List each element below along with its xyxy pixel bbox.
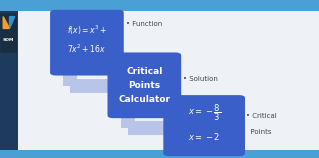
- Bar: [0, 0, 319, 11]
- Text: Calculator: Calculator: [118, 95, 170, 104]
- Text: Critical: Critical: [126, 67, 163, 76]
- Bar: [0, 11, 18, 150]
- Text: Points: Points: [128, 81, 160, 90]
- Polygon shape: [3, 17, 10, 28]
- FancyBboxPatch shape: [108, 52, 181, 118]
- Text: Points: Points: [246, 129, 271, 135]
- FancyBboxPatch shape: [50, 10, 124, 76]
- Text: $x = -\dfrac{8}{3}$: $x = -\dfrac{8}{3}$: [188, 103, 221, 123]
- Polygon shape: [10, 17, 15, 28]
- FancyBboxPatch shape: [0, 13, 17, 53]
- Text: $\mathit{f(x)=x^3 +}$: $\mathit{f(x)=x^3 +}$: [67, 23, 107, 37]
- Text: $x = -2$: $x = -2$: [188, 131, 220, 142]
- Text: $\mathit{7x^2 + 16x}$: $\mathit{7x^2 + 16x}$: [67, 43, 107, 55]
- Text: • Solution: • Solution: [183, 76, 218, 82]
- Bar: [0, 150, 319, 158]
- FancyBboxPatch shape: [163, 95, 245, 156]
- Text: • Critical: • Critical: [246, 113, 276, 119]
- Text: SOM: SOM: [3, 38, 14, 42]
- Text: • Function: • Function: [126, 21, 162, 27]
